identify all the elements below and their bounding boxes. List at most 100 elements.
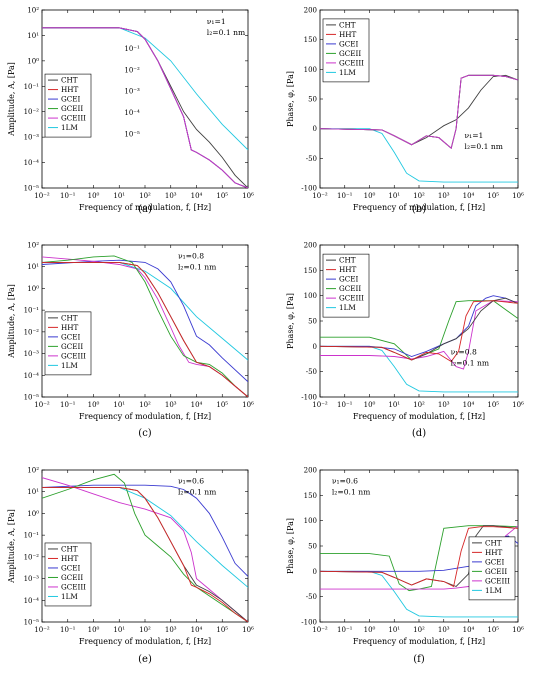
- legend-label-CHT: CHT: [61, 313, 78, 322]
- y-tick-label: 10⁻⁴: [24, 372, 40, 380]
- y-axis-label: Phase, φ, [Pa]: [286, 293, 295, 349]
- chart-panel-b: 10⁻² 10⁻¹ 10⁰ 10¹ 10² 10³ 10⁴ 10⁵ 10⁶ -100 -50 0 50 1…: [286, 7, 524, 216]
- legend-label-HHT: HHT: [339, 265, 357, 274]
- x-tick-label: 10⁰: [364, 626, 376, 634]
- x-tick-label: 10¹: [113, 401, 125, 409]
- legend-label-1LM: 1LM: [61, 123, 78, 132]
- series-line-HHT: [42, 486, 248, 622]
- legend-label-GCEI: GCEI: [61, 563, 80, 572]
- x-tick-label: 10⁰: [88, 192, 100, 200]
- series-line-GCEII: [320, 300, 518, 361]
- legend-box: [44, 542, 92, 607]
- x-tick-label: 10²: [139, 626, 151, 634]
- legend-label-1LM: 1LM: [339, 68, 356, 77]
- chart-panel-e: 10⁻² 10⁻¹ 10⁰ 10¹ 10² 10³ 10⁴ 10⁵ 10⁶ 10⁻⁵ 10⁻⁴ 10⁻…: [7, 467, 254, 666]
- x-tick-label: 10⁴: [191, 626, 203, 634]
- x-axis-label: Frequency of modulation, f, [Hz]: [79, 637, 211, 646]
- x-tick-label: 10⁵: [487, 401, 499, 409]
- annotation-1: l₂=0.1 nm: [207, 28, 245, 37]
- x-tick-label: 10⁵: [487, 626, 499, 634]
- annotation-0: ν₁=0.6: [178, 477, 204, 486]
- chart-panel-f: 10⁻² 10⁻¹ 10⁰ 10¹ 10² 10³ 10⁴ 10⁵ 10⁶ -100 -50 0 50 1…: [286, 467, 524, 666]
- annotation-0: ν₁=0.8: [178, 252, 204, 261]
- x-tick-label: 10³: [165, 192, 177, 200]
- y-axis-label: Amplitude, A, [Pa]: [7, 509, 16, 584]
- legend-box: [468, 536, 516, 601]
- chart-panel-c: 10⁻² 10⁻¹ 10⁰ 10¹ 10² 10³ 10⁴ 10⁵ 10⁶ 10⁻⁵ 10⁻⁴ 10⁻…: [7, 242, 254, 440]
- series-line-HHT: [320, 300, 518, 363]
- y-tick-label: 10⁻⁴: [24, 159, 40, 167]
- x-tick-label: 10⁴: [191, 192, 203, 200]
- y-tick-label: 200: [304, 7, 317, 15]
- x-tick-label: 10⁻¹: [337, 192, 353, 200]
- y-tick-label: 50: [308, 543, 317, 551]
- x-tick-label: 10⁻²: [312, 626, 328, 634]
- y-tick-label: -100: [301, 185, 317, 193]
- y-tick-label: 10⁻¹: [24, 83, 40, 91]
- series-line-GCEI: [320, 74, 518, 150]
- y-axis-label: Phase, φ, [Pa]: [286, 518, 295, 574]
- x-tick-label: 10³: [438, 401, 450, 409]
- x-tick-label: 10⁻¹: [60, 401, 76, 409]
- y-tick-label: 10⁻²: [24, 553, 40, 561]
- annotation-0: ν₁=0.8: [451, 347, 477, 356]
- annotation-0: ν₁=0.6: [332, 477, 358, 486]
- x-tick-label: 10²: [139, 401, 151, 409]
- panel-caption: (c): [138, 428, 152, 439]
- legend-label-CHT: CHT: [339, 20, 356, 29]
- y-tick-label: 10⁻³: [24, 575, 40, 583]
- legend-label-1LM: 1LM: [485, 586, 502, 595]
- legend-label-GCEI: GCEI: [485, 557, 504, 566]
- y-tick-label: 10⁰: [27, 285, 39, 293]
- legend-label-GCEIII: GCEIII: [61, 351, 86, 360]
- x-tick-label: 10¹: [388, 192, 400, 200]
- y-tick-label: 10²: [27, 467, 39, 475]
- panel-caption: (f): [413, 654, 425, 665]
- series-line-CHT: [320, 74, 518, 146]
- y-tick-label: 0: [313, 125, 317, 133]
- series-group: [320, 74, 518, 183]
- y-tick-label: 10⁻³: [24, 350, 40, 358]
- y-tick-label: 10⁰: [27, 57, 39, 65]
- legend-label-GCEII: GCEII: [485, 567, 507, 576]
- x-tick-label: 10³: [438, 192, 450, 200]
- y-tick-label: 10⁻²: [24, 328, 40, 336]
- x-tick-label: 10³: [165, 626, 177, 634]
- x-tick-label: 10⁻²: [34, 192, 50, 200]
- legend-label-GCEI: GCEI: [339, 275, 358, 284]
- inset-label: 10⁻⁴: [124, 109, 140, 117]
- x-tick-label: 10⁻²: [312, 192, 328, 200]
- x-tick-label: 10⁵: [216, 401, 228, 409]
- legend-label-HHT: HHT: [61, 323, 79, 332]
- x-tick-label: 10⁰: [88, 626, 100, 634]
- x-tick-label: 10⁴: [463, 401, 475, 409]
- legend-label-GCEII: GCEII: [339, 49, 361, 58]
- legend-label-GCEII: GCEII: [339, 284, 361, 293]
- legend-label-CHT: CHT: [339, 256, 356, 265]
- x-axis-label: Frequency of modulation, f, [Hz]: [353, 412, 485, 421]
- legend-label-HHT: HHT: [61, 554, 79, 563]
- chart-panel-a: 10⁻² 10⁻¹ 10⁰ 10¹ 10² 10³ 10⁴ 10⁵ 10⁶ 10⁻⁵ 10⁻⁴ 10⁻…: [7, 7, 254, 216]
- series-line-1LM: [320, 128, 518, 183]
- legend-label-1LM: 1LM: [61, 361, 78, 370]
- x-tick-label: 10⁶: [242, 626, 254, 634]
- legend-box: [322, 18, 370, 83]
- y-axis-label: Amplitude, A, [Pa]: [7, 62, 16, 137]
- y-tick-label: -100: [301, 394, 317, 402]
- legend-label-CHT: CHT: [485, 538, 502, 547]
- x-tick-label: 10¹: [113, 192, 125, 200]
- legend-label-GCEIII: GCEIII: [339, 58, 364, 67]
- series-line-GCEIII: [320, 300, 518, 370]
- y-axis-label: Phase, φ, [Pa]: [286, 71, 295, 127]
- legend-label-GCEII: GCEII: [61, 342, 83, 351]
- y-tick-label: 10¹: [27, 488, 39, 496]
- inset-label: 10⁻⁵: [124, 130, 140, 138]
- annotation-1: l₂=0.1 nm: [178, 263, 216, 272]
- x-tick-label: 10⁶: [242, 401, 254, 409]
- series-line-GCEIII: [42, 477, 248, 622]
- series-line-GCEIII: [320, 74, 518, 150]
- y-tick-label: 10⁻³: [24, 134, 40, 142]
- legend-label-GCEII: GCEII: [61, 104, 83, 113]
